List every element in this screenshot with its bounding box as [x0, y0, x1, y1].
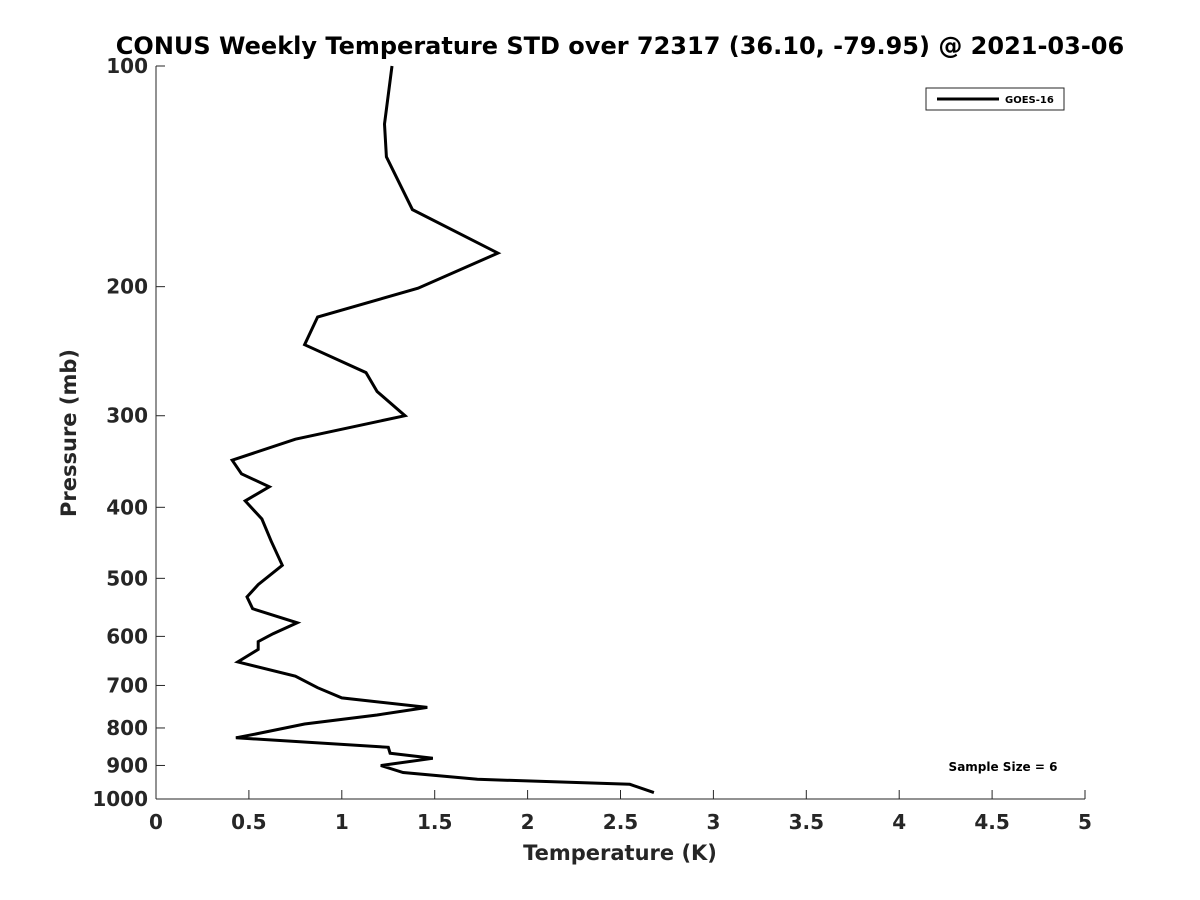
legend-label: GOES-16: [1005, 95, 1054, 106]
x-tick-label: 5: [1078, 810, 1092, 834]
x-tick-label: 1: [335, 810, 349, 834]
y-axis: 100 200 300 400 500 600 700 800 900 1000: [92, 54, 165, 811]
y-tick-label: 400: [106, 495, 148, 519]
x-tick-label: 2.5: [603, 810, 638, 834]
y-tick-label: 600: [106, 624, 148, 648]
y-tick-label: 1000: [92, 787, 148, 811]
x-tick-label: 1.5: [417, 810, 452, 834]
x-tick-label: 2: [521, 810, 535, 834]
x-tick-label: 3.5: [789, 810, 824, 834]
y-tick-label: 800: [106, 716, 148, 740]
series-group: [229, 65, 655, 795]
x-tick-label: 4: [892, 810, 906, 834]
x-tick-label: 0: [149, 810, 163, 834]
y-tick-label: 300: [106, 404, 148, 428]
y-tick-label: 200: [106, 275, 148, 299]
y-axis-label: Pressure (mb): [57, 349, 81, 517]
x-tick-label: 4.5: [974, 810, 1009, 834]
legend: GOES-16: [925, 87, 1065, 111]
sample-size-annotation: Sample Size = 6: [949, 760, 1058, 774]
y-tick-label: 700: [106, 673, 148, 697]
chart-title: CONUS Weekly Temperature STD over 72317 …: [116, 32, 1124, 60]
y-tick-label: 500: [106, 566, 148, 590]
series-line-goes-16: [229, 65, 655, 795]
x-axis-label: Temperature (K): [523, 841, 717, 865]
x-axis: 0 0.5 1 1.5 2 2.5 3 3.5 4 4.5 5: [149, 790, 1092, 834]
y-tick-label: 100: [106, 54, 148, 78]
y-tick-label: 900: [106, 753, 148, 777]
x-tick-label: 0.5: [231, 810, 266, 834]
x-tick-label: 3: [706, 810, 720, 834]
